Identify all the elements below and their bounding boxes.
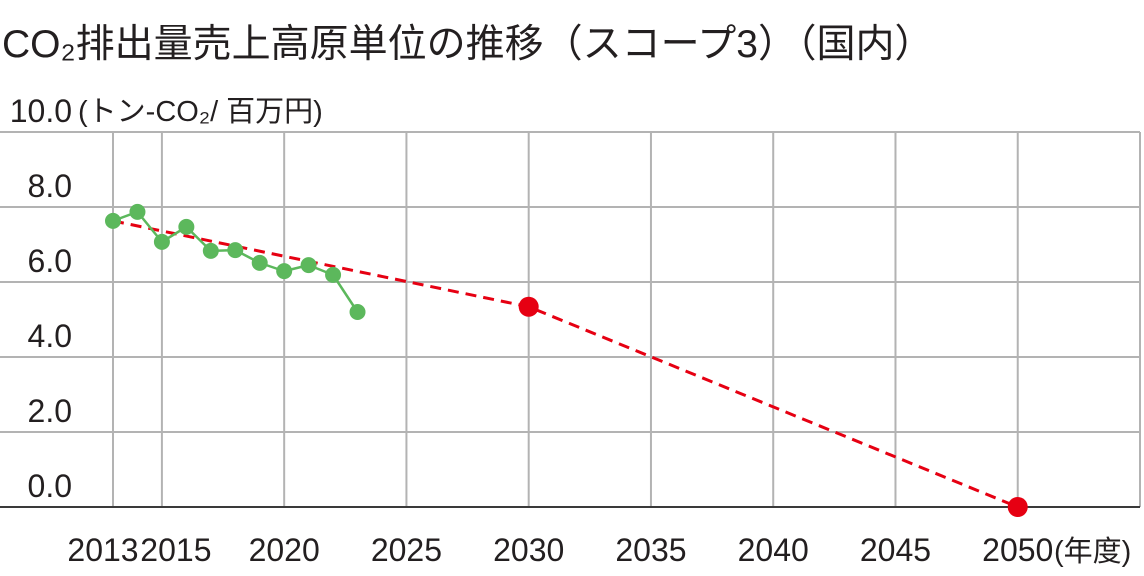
y-tick-label: 10.0 [10, 93, 72, 129]
data-point-actual [202, 242, 219, 259]
x-tick-label: 2050 [982, 532, 1053, 568]
x-tick-label: 2030 [493, 532, 564, 568]
data-point-target [518, 296, 539, 317]
x-tick-label: 2013 [67, 532, 138, 568]
data-point-actual [129, 203, 146, 220]
series-line-target [112, 219, 1019, 509]
series-line-actual [112, 210, 359, 313]
y-tick-labels: 0.0 2.0 4.0 6.0 8.0 10.0 [10, 93, 72, 504]
y-tick-label: 2.0 [28, 393, 72, 429]
data-point-actual [227, 242, 244, 259]
x-tick-labels: 2013 2015 2020 2025 2030 2035 2040 2045 2050 [67, 532, 1053, 568]
x-tick-label: 2045 [860, 532, 931, 568]
data-point-actual [251, 254, 268, 271]
x-axis-unit-label: (年度) [1054, 535, 1131, 568]
chart-title: CO₂排出量売上高原単位の推移（スコープ3）（国内） [2, 23, 934, 66]
x-tick-label: 2035 [615, 532, 686, 568]
y-tick-label: 8.0 [28, 168, 72, 204]
data-point-actual [105, 212, 121, 229]
gridlines [0, 131, 1141, 508]
y-tick-label: 4.0 [28, 318, 72, 354]
data-point-actual [325, 266, 342, 283]
data-point-actual [153, 233, 170, 250]
data-point-actual [349, 304, 366, 320]
x-tick-label: 2020 [249, 532, 320, 568]
data-point-actual [276, 263, 293, 280]
data-point-actual [300, 257, 317, 274]
data-point-target [1007, 497, 1028, 517]
x-tick-label: 2040 [738, 532, 809, 568]
y-tick-label: 0.0 [28, 468, 72, 504]
x-tick-label: 2025 [371, 532, 442, 568]
x-tick-label: 2015 [140, 532, 211, 568]
y-axis-unit-label: (トン-CO₂/ 百万円) [78, 96, 323, 128]
y-tick-label: 6.0 [28, 243, 72, 279]
data-point-actual [178, 218, 195, 235]
plot-series [105, 203, 1028, 517]
